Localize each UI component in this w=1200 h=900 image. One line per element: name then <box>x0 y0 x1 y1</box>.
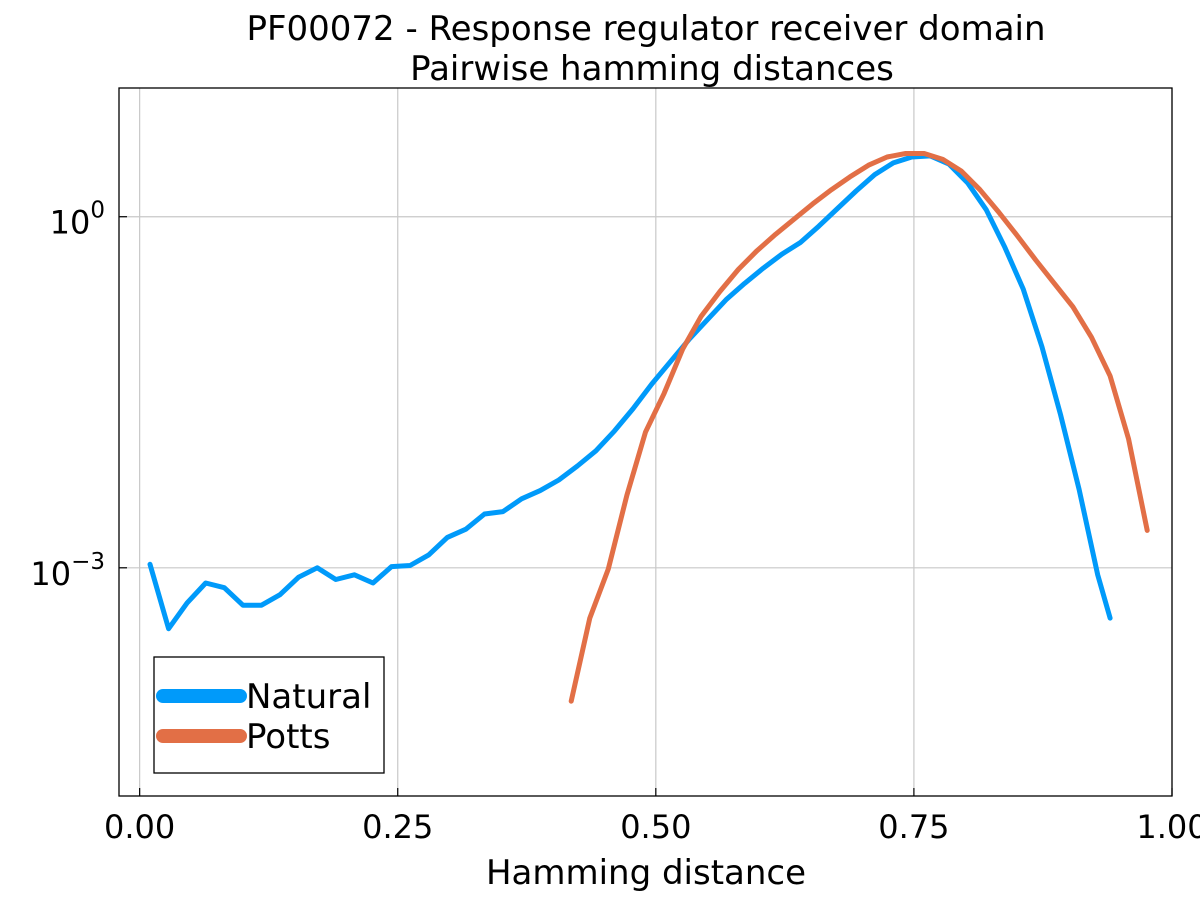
chart-subtitle: Pairwise hamming distances <box>410 49 894 89</box>
series-line-natural <box>147 153 1113 632</box>
legend-label-potts: Potts <box>246 717 330 757</box>
y-tick-label: 100 <box>50 198 105 242</box>
x-tick-label: 1.00 <box>1136 808 1200 846</box>
x-axis-ticks: 0.00 0.25 0.50 0.75 1.00 <box>104 788 1200 846</box>
x-tick-label: 0.75 <box>878 808 949 846</box>
y-tick-label: 10−3 <box>30 549 105 593</box>
plot-frame <box>118 87 1173 797</box>
chart-title: PF00072 - Response regulator receiver do… <box>246 9 1045 49</box>
x-tick-label: 0.00 <box>104 808 175 846</box>
series-lines <box>147 151 1150 704</box>
series-line-potts <box>568 151 1150 704</box>
x-tick-label: 0.25 <box>362 808 433 846</box>
x-tick-label: 0.50 <box>620 808 691 846</box>
y-axis-ticks: 100 10−3 <box>30 198 127 593</box>
x-axis-label: Hamming distance <box>486 853 806 893</box>
legend-box <box>153 656 385 774</box>
legend-label-natural: Natural <box>246 677 371 717</box>
